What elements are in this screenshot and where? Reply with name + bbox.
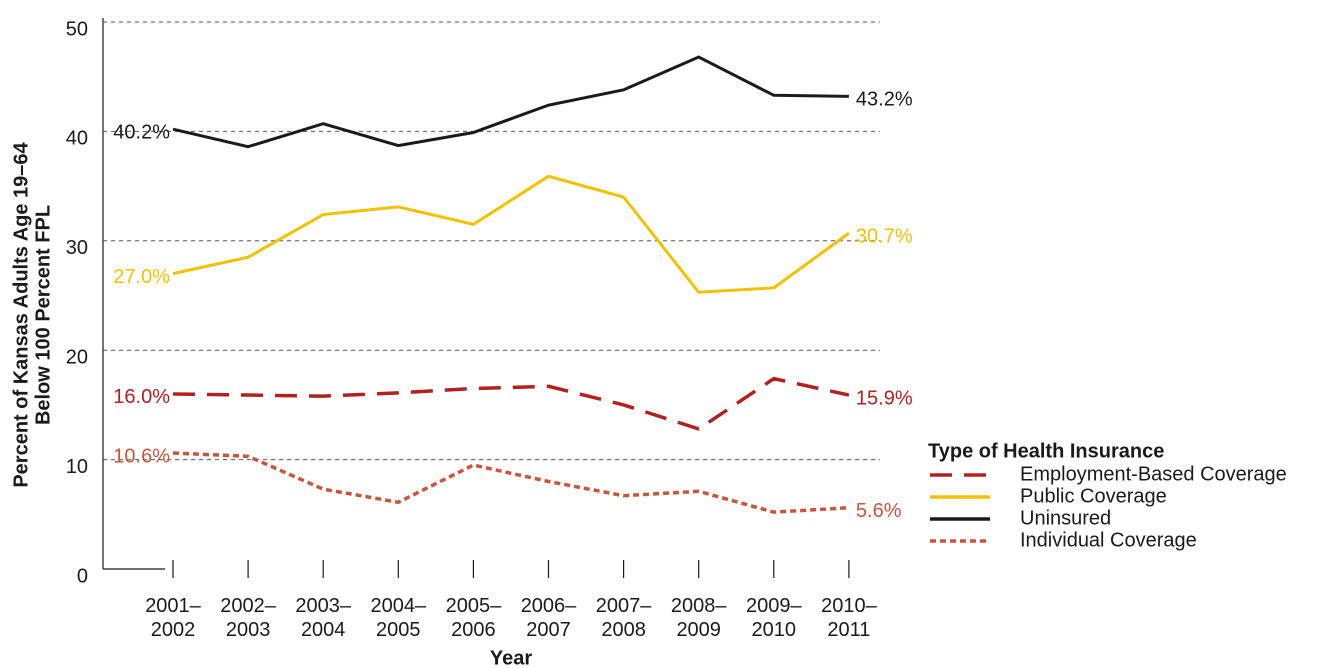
series-line <box>172 55 849 149</box>
legend-label: Individual Coverage <box>1020 529 1197 551</box>
x-tick-label: 2007– 2008 <box>596 595 652 641</box>
legend-label: Public Coverage <box>1020 485 1167 507</box>
legend-label: Uninsured <box>1020 507 1111 529</box>
value-label: 30.7% <box>856 225 913 247</box>
y-tick-label: 10 <box>66 456 88 478</box>
value-label: 5.6% <box>856 500 902 522</box>
value-label: 40.2% <box>113 121 170 143</box>
y-tick-label: 30 <box>66 237 88 259</box>
x-tick-label: 2010– 2011 <box>821 595 877 641</box>
x-tick-label: 2001– 2002 <box>145 595 201 641</box>
x-tick-label: 2009– 2010 <box>746 595 802 641</box>
value-label: 16.0% <box>113 386 170 408</box>
legend-label: Employment-Based Coverage <box>1020 463 1287 485</box>
value-label: 15.9% <box>856 387 913 409</box>
y-tick-label: 20 <box>66 346 88 368</box>
x-tick-label: 2005– 2006 <box>446 595 502 641</box>
x-tick-label: 2002– 2003 <box>220 595 276 641</box>
x-tick-label: 2008– 2009 <box>671 595 727 641</box>
value-label: 43.2% <box>856 89 913 111</box>
y-axis-title: Below 100 Percent FPL <box>32 205 54 425</box>
y-tick-label: 0 <box>77 565 88 587</box>
x-axis-title: Year <box>490 647 532 668</box>
series-line <box>172 174 850 294</box>
y-tick-label: 40 <box>66 128 88 150</box>
x-tick-label: 2006– 2007 <box>521 595 577 641</box>
y-tick-label: 50 <box>66 18 88 40</box>
series-line <box>172 451 850 514</box>
value-label: 10.6% <box>113 445 170 467</box>
legend-title: Type of Health Insurance <box>928 440 1164 462</box>
x-tick-label: 2003– 2004 <box>295 595 351 641</box>
x-tick-label: 2004– 2005 <box>370 595 426 641</box>
value-label: 27.0% <box>113 266 170 288</box>
series-line <box>172 376 850 431</box>
y-axis-title: Percent of Kansas Adults Age 19–64 <box>10 141 32 487</box>
